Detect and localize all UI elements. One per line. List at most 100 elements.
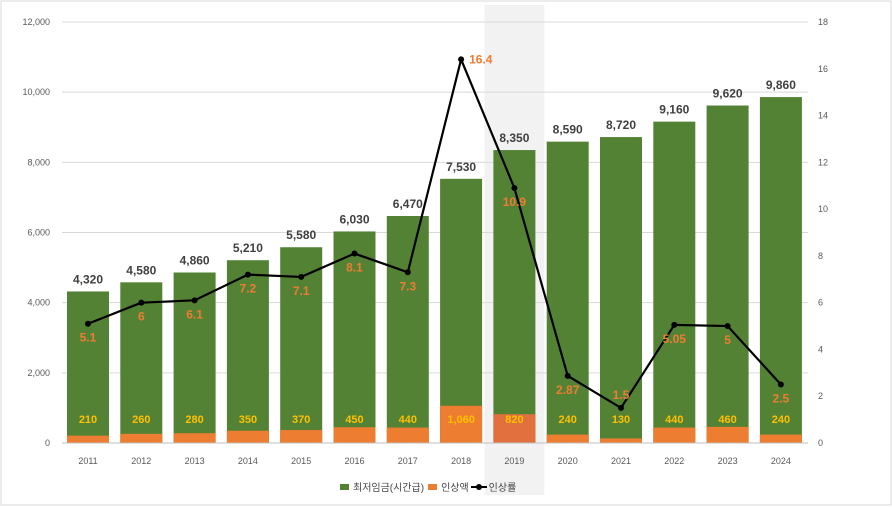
wage-label: 5,210 — [233, 241, 263, 255]
x-tick-label: 2017 — [398, 456, 418, 466]
bar-increase — [546, 434, 589, 443]
x-tick-label: 2015 — [291, 456, 311, 466]
increase-label: 450 — [345, 414, 363, 426]
bar-increase — [386, 427, 429, 443]
bar-wage — [546, 141, 589, 444]
x-tick-label: 2018 — [451, 456, 471, 466]
x-tick-label: 2014 — [238, 456, 258, 466]
bar-increase — [493, 414, 536, 443]
legend-swatch-increase — [428, 483, 438, 490]
x-tick-label: 2011 — [78, 456, 97, 466]
legend-line-marker-icon — [470, 483, 487, 490]
legend-swatch-wage — [340, 483, 349, 490]
bar-wage — [67, 291, 109, 443]
right-tick-label: 2 — [818, 391, 823, 401]
rate-label: 1.5 — [613, 388, 630, 402]
rate-point — [458, 56, 465, 63]
wage-label: 9,160 — [659, 103, 689, 117]
increase-label: 260 — [132, 414, 150, 426]
rate-label: 8.1 — [346, 261, 363, 275]
increase-label: 1,060 — [447, 414, 475, 426]
wage-label: 7,530 — [446, 160, 476, 174]
rate-point — [671, 321, 678, 328]
x-tick-label: 2013 — [185, 456, 205, 466]
increase-label: 350 — [239, 414, 257, 426]
increase-label: 240 — [559, 414, 577, 426]
right-tick-label: 0 — [818, 438, 823, 448]
left-tick-label: 8,000 — [27, 157, 50, 167]
right-tick-label: 4 — [818, 344, 823, 354]
legend-wage: 최저임금(시간급) — [353, 483, 425, 494]
bar-increase — [173, 433, 216, 443]
increase-label: 240 — [772, 414, 790, 426]
rate-point — [724, 323, 731, 330]
x-tick-label: 2023 — [718, 456, 738, 466]
bar-wage — [333, 231, 376, 443]
bar-increase — [706, 426, 749, 443]
legend-increase: 인상액 — [441, 483, 469, 494]
bar-increase — [600, 438, 642, 443]
wage-label: 4,320 — [73, 272, 103, 286]
bar-wage — [653, 121, 696, 444]
rate-label: 6.1 — [186, 307, 203, 321]
wage-label: 8,590 — [553, 123, 583, 137]
bar-increase — [653, 427, 696, 443]
rate-point — [564, 372, 571, 379]
wage-label: 9,620 — [713, 86, 743, 100]
rate-label: 6 — [138, 310, 145, 324]
right-tick-label: 18 — [818, 17, 828, 27]
rate-point — [138, 299, 145, 306]
bar-increase — [333, 427, 376, 443]
rate-point — [511, 185, 518, 192]
increase-label: 280 — [185, 414, 203, 426]
increase-label: 440 — [399, 414, 417, 426]
right-tick-label: 16 — [818, 64, 828, 74]
left-tick-label: 0 — [45, 438, 50, 448]
left-tick-label: 2,000 — [27, 368, 50, 378]
bar-increase — [440, 405, 483, 443]
rate-point — [298, 273, 305, 280]
bar-wage — [386, 216, 429, 443]
increase-label: 130 — [612, 414, 630, 426]
right-tick-label: 8 — [818, 251, 823, 261]
x-tick-label: 2012 — [131, 456, 151, 466]
wage-label: 5,580 — [286, 228, 316, 242]
bar-wage — [600, 137, 642, 443]
rate-label: 5 — [724, 333, 731, 347]
wage-label: 9,860 — [766, 78, 796, 92]
rate-point — [777, 381, 784, 388]
increase-label: 370 — [292, 414, 310, 426]
bar-increase — [759, 434, 802, 443]
rate-point — [351, 250, 358, 257]
legend-rate: 인상률 — [488, 483, 517, 494]
rate-point — [618, 404, 624, 411]
right-tick-label: 12 — [818, 157, 828, 167]
rate-label: 7.1 — [293, 284, 310, 298]
x-tick-label: 2016 — [344, 456, 364, 466]
rate-point — [244, 271, 251, 278]
rate-point — [404, 269, 411, 276]
increase-label: 460 — [718, 414, 736, 426]
bar-wage — [493, 150, 536, 443]
rate-label: 16.4 — [469, 52, 493, 66]
x-tick-label: 2021 — [611, 456, 631, 466]
legend: 최저임금(시간급) 인상액 인상률 — [340, 479, 516, 494]
rate-label: 5.05 — [663, 332, 687, 346]
rate-label: 2.5 — [773, 392, 790, 406]
bar-increase — [67, 435, 109, 443]
wage-label: 4,860 — [180, 253, 210, 267]
rate-line — [87, 55, 782, 410]
rate-label: 7.2 — [240, 282, 257, 296]
right-tick-label: 14 — [818, 111, 828, 121]
wage-label: 6,470 — [393, 197, 423, 211]
bar-wage — [706, 105, 749, 443]
rate-point — [191, 297, 198, 304]
left-tick-label: 10,000 — [22, 87, 50, 97]
bar-wage — [440, 178, 483, 443]
increase-label: 210 — [79, 414, 97, 426]
left-tick-label: 6,000 — [27, 228, 50, 238]
wage-label: 8,720 — [606, 118, 636, 132]
bar-increase — [280, 430, 323, 443]
bar-increase — [226, 430, 269, 443]
